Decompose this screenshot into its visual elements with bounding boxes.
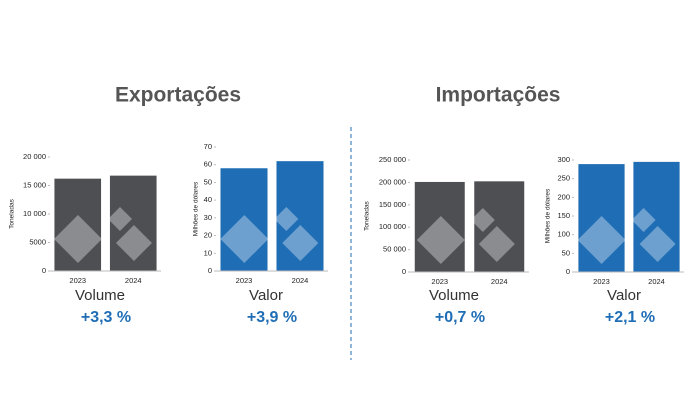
watermark — [416, 216, 465, 264]
y-tick-label: 0 — [42, 266, 46, 275]
x-tick-label: 2024 — [491, 277, 508, 286]
bar — [109, 175, 157, 271]
y-tick-label: 100 — [557, 230, 570, 239]
watermark — [53, 215, 102, 263]
watermark — [577, 216, 626, 264]
y-tick-label: 250 000 — [379, 155, 406, 164]
y-tick-label: 70 — [204, 142, 212, 151]
x-tick-label: 2023 — [236, 276, 253, 285]
y-tick-label: 10 — [204, 248, 212, 257]
watermark — [220, 215, 269, 263]
y-tick-label: 10 000 — [23, 209, 46, 218]
y-axis-label: Milhões de dólares — [193, 181, 200, 236]
watermark — [639, 226, 676, 262]
change-annotation: +0,7 % — [435, 309, 485, 326]
section-heading: Exportações — [115, 84, 241, 107]
x-axis-label: Valor — [607, 287, 641, 304]
watermark — [274, 207, 299, 231]
bar — [633, 161, 680, 272]
bar — [54, 178, 102, 271]
y-tick-label: 0 — [208, 266, 212, 275]
watermark — [282, 225, 319, 261]
watermark — [631, 208, 656, 232]
x-tick-label: 2024 — [648, 277, 665, 286]
bar — [414, 181, 465, 272]
bar — [474, 181, 525, 272]
y-tick-label: 50 000 — [383, 245, 406, 254]
x-tick-label: 2024 — [125, 276, 142, 285]
y-tick-label: 200 000 — [379, 177, 406, 186]
y-tick-label: 200 — [557, 192, 570, 201]
y-tick-label: 50 — [204, 177, 212, 186]
bar — [578, 164, 625, 272]
watermark — [470, 208, 495, 232]
x-tick-label: 2024 — [292, 276, 309, 285]
x-axis-label: Volume — [429, 287, 479, 304]
y-tick-label: 300 — [557, 155, 570, 164]
y-tick-label: 40 — [204, 195, 212, 204]
bar — [276, 161, 324, 271]
y-tick-label: 15 000 — [23, 180, 46, 189]
y-axis-label: Toneladas — [364, 200, 371, 230]
x-tick-label: 2023 — [431, 277, 448, 286]
watermark — [107, 207, 132, 231]
change-annotation: +3,9 % — [247, 309, 297, 326]
y-tick-label: 250 — [557, 174, 570, 183]
x-axis-label: Volume — [75, 287, 125, 304]
y-tick-label: 20 000 — [23, 152, 46, 161]
watermark — [115, 225, 152, 261]
y-tick-label: 5000 — [29, 237, 46, 246]
bar — [220, 168, 268, 271]
y-tick-label: 60 — [204, 160, 212, 169]
y-tick-label: 0 — [566, 267, 570, 276]
y-tick-label: 50 — [562, 248, 570, 257]
section-heading: Importações — [436, 84, 561, 107]
y-tick-label: 0 — [402, 267, 406, 276]
x-axis-label: Valor — [249, 287, 283, 304]
y-tick-label: 20 — [204, 231, 212, 240]
y-axis-label: Milhões de dólares — [545, 188, 552, 243]
x-tick-label: 2023 — [593, 277, 610, 286]
y-tick-label: 100 000 — [379, 222, 406, 231]
x-tick-label: 2023 — [69, 276, 86, 285]
watermark — [478, 226, 515, 262]
y-axis-label: Toneladas — [9, 198, 16, 228]
y-tick-label: 150 — [557, 211, 570, 220]
y-tick-label: 150 000 — [379, 200, 406, 209]
y-tick-label: 30 — [204, 213, 212, 222]
change-annotation: +3,3 % — [81, 309, 131, 326]
change-annotation: +2,1 % — [605, 309, 655, 326]
